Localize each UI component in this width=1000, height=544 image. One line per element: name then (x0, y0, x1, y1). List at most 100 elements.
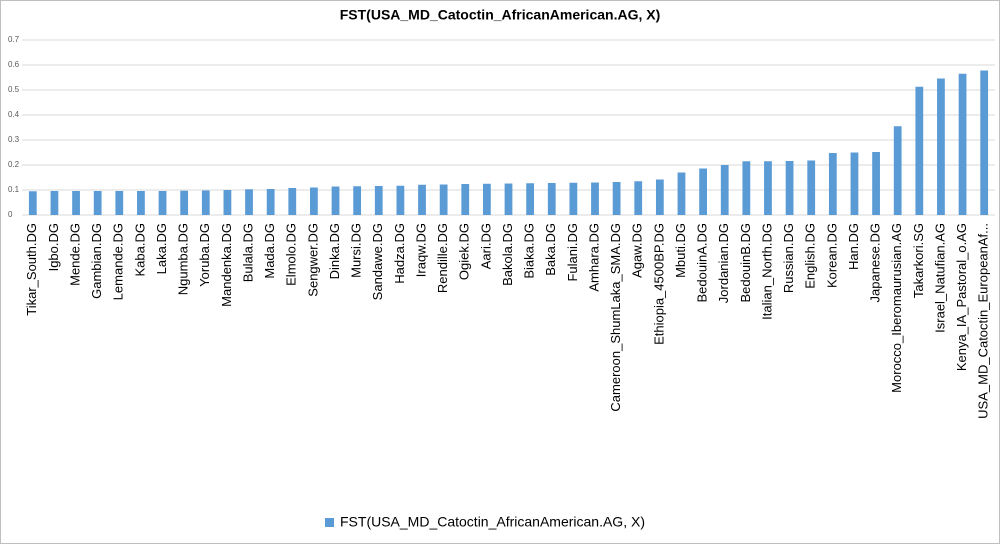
bar (245, 189, 253, 215)
x-tick-label: Ethiopia_4500BP.DG (651, 223, 666, 345)
x-tick-label: Japanese.DG (868, 223, 883, 303)
bar (872, 152, 880, 215)
x-tick-label: Takarkori.SG (911, 223, 926, 298)
y-tick-label: 0.2 (8, 160, 20, 169)
x-tick-label: Kaba.DG (132, 223, 147, 276)
bar (634, 181, 643, 215)
bar (785, 161, 794, 215)
bar (223, 190, 232, 215)
bar (958, 73, 967, 215)
bar (677, 172, 686, 215)
bar (439, 184, 448, 215)
x-tick-label: Mende.DG (67, 223, 82, 286)
bar (266, 189, 275, 215)
x-tick-label: Italian_North.DG (759, 223, 774, 320)
x-tick-label: Korean.DG (824, 223, 839, 288)
x-tick-label: Elmolo.DG (284, 223, 299, 286)
bar (720, 165, 729, 215)
bar (374, 186, 383, 215)
x-tick-label: Han.DG (846, 223, 861, 270)
bar (180, 190, 189, 215)
bar (115, 191, 124, 215)
x-tick-label: Fulani.DG (565, 223, 580, 282)
bar (937, 78, 945, 215)
bar (158, 191, 167, 215)
bar (915, 86, 924, 215)
y-tick-label: 0.6 (8, 60, 20, 69)
bar (72, 191, 80, 215)
x-tick-label: Mandenka.DG (219, 223, 234, 307)
x-tick-label: Kenya_IA_Pastoral_o.AG (954, 223, 969, 371)
bar (850, 152, 859, 215)
x-tick-label: Laka.DG (154, 223, 169, 274)
x-tick-label: BedouinA.DG (695, 223, 710, 303)
x-tick-label: Cameroon_ShumLaka_SMA.DG (608, 223, 623, 412)
x-tick-label: Mada.DG (262, 223, 277, 279)
bar (547, 183, 556, 215)
bar (764, 161, 772, 215)
bar (980, 70, 989, 215)
x-tick-label: Baka.DG (543, 223, 558, 276)
bar (50, 191, 59, 215)
bar (288, 188, 297, 215)
bar (742, 161, 751, 215)
y-tick-label: 0.1 (8, 185, 20, 194)
x-tick-label: Yoruba.DG (197, 223, 212, 287)
y-tick-label: 0.7 (8, 35, 20, 44)
legend-swatch (325, 518, 334, 527)
bar (828, 153, 837, 215)
y-tick-label: 0 (8, 210, 13, 219)
x-tick-label: Agaw.DG (630, 223, 645, 278)
bar (591, 182, 599, 215)
x-tick-label: English.DG (803, 223, 818, 289)
bar (461, 184, 470, 215)
x-tick-label: Ngumba.DG (176, 223, 191, 295)
bar (526, 183, 535, 215)
bar (504, 183, 513, 215)
x-tick-label: Ogiek.DG (457, 223, 472, 280)
x-tick-label: Rendille.DG (435, 223, 450, 293)
y-tick-label: 0.4 (8, 110, 20, 119)
x-tick-label: Aari.DG (478, 223, 493, 269)
x-tick-label: Jordanian.DG (716, 223, 731, 303)
x-tick-label: Mursi.DG (349, 223, 364, 278)
y-tick-label: 0.3 (8, 135, 20, 144)
x-tick-label: Gambian.DG (89, 223, 104, 299)
x-tick-label: Biaka.DG (522, 223, 537, 279)
x-tick-label: Bulala.DG (240, 223, 255, 282)
bar (612, 182, 621, 215)
chart-title: FST(USA_MD_Catoctin_AfricanAmerican.AG, … (340, 7, 661, 23)
x-tick-label: Mbuti.DG (673, 223, 688, 278)
x-tick-label: BedouinB.DG (738, 223, 753, 303)
x-tick-label: Tikar_South.DG (24, 223, 39, 316)
x-tick-label: Morocco_Iberomaurusian.AG (889, 223, 904, 393)
x-tick-label: Sengwer.DG (305, 223, 320, 297)
x-tick-label: Lemande.DG (111, 223, 126, 300)
y-tick-label: 0.5 (8, 85, 20, 94)
bar (331, 186, 340, 215)
x-tick-label: Dinka.DG (327, 223, 342, 279)
bar (699, 168, 707, 215)
x-tick-label: Israel_Natufian.AG (932, 223, 947, 333)
bar (28, 191, 37, 215)
bar (482, 183, 491, 215)
bar (807, 160, 816, 215)
x-tick-label: Bakola.DG (500, 223, 515, 286)
x-tick-label: Iraqw.DG (413, 223, 428, 277)
bar (137, 191, 145, 215)
bar (418, 184, 426, 215)
bar (655, 179, 664, 215)
x-tick-label: Igbo.DG (46, 223, 61, 271)
bar (353, 186, 362, 215)
x-tick-label: Amhara.DG (586, 223, 601, 292)
legend-label: FST(USA_MD_Catoctin_AfricanAmerican.AG, … (340, 514, 645, 530)
x-tick-label: Russian.DG (781, 223, 796, 293)
bar (396, 185, 405, 215)
bar (893, 126, 902, 215)
bar (93, 191, 102, 215)
bar (569, 182, 578, 215)
bar (310, 187, 318, 215)
